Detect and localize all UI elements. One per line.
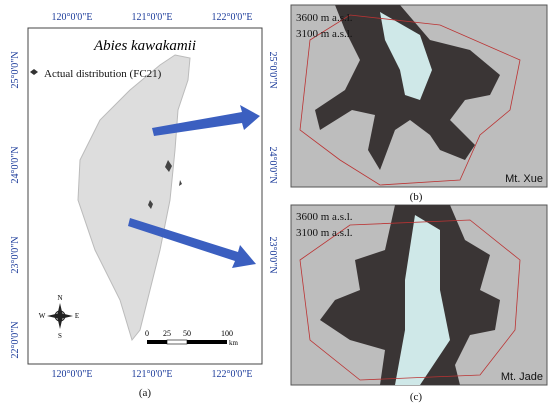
caption: (b) xyxy=(410,191,423,203)
panel-c: 3600 m a.s.l. 3100 m a.s.l. Mt. Jade (c) xyxy=(290,204,548,403)
panel-a: Abies kawakamii Actual distribution (FC2… xyxy=(10,12,278,399)
lon-label: 122°0'0"E xyxy=(212,12,253,23)
compass-s: S xyxy=(58,332,62,340)
legend-label: Actual distribution (FC21) xyxy=(44,68,162,80)
high-zone xyxy=(395,215,450,385)
scale-label: 0 xyxy=(145,329,149,338)
arrow xyxy=(152,105,260,136)
lat-label: 22°0'0"N xyxy=(10,321,21,358)
contour-label: 3600 m a.s.l. xyxy=(296,12,353,24)
lon-label: 120°0'0"E xyxy=(52,369,93,380)
compass: N S E W xyxy=(39,294,79,340)
contour xyxy=(299,14,521,186)
lon-label: 122°0'0"E xyxy=(212,369,253,380)
lon-label: 120°0'0"E xyxy=(52,12,93,23)
arrow xyxy=(128,218,256,268)
distribution xyxy=(148,160,182,209)
contour-label: 3100 m a.s.l. xyxy=(296,28,353,40)
scale-label: 50 xyxy=(183,329,191,338)
compass-w: W xyxy=(39,312,46,320)
lon-label: 121°0'0"E xyxy=(132,369,173,380)
lat-label: 23°0'0"N xyxy=(10,236,21,273)
lat-label: 24°0'0"N xyxy=(267,146,278,183)
scale-bar: 0 25 50 100 km xyxy=(145,329,239,347)
caption: (a) xyxy=(139,387,152,399)
scale-label: 25 xyxy=(163,329,171,338)
caption: (c) xyxy=(410,391,423,403)
compass-n: N xyxy=(57,294,62,302)
scale-unit: km xyxy=(229,339,239,347)
scale-label: 100 xyxy=(221,329,233,338)
peak-label: Mt. Xue xyxy=(505,173,543,185)
contour-label: 3100 m a.s.l. xyxy=(296,227,353,239)
contour-label: 3600 m a.s.l. xyxy=(296,211,353,223)
high-zone xyxy=(380,12,432,100)
compass-e: E xyxy=(75,312,79,320)
lat-label: 23°0'0"N xyxy=(267,236,278,273)
contour xyxy=(299,219,521,381)
lat-label: 24°0'0"N xyxy=(10,146,21,183)
lon-label: 121°0'0"E xyxy=(132,12,173,23)
lat-label: 25°0'0"N xyxy=(267,51,278,88)
peak-label: Mt. Jade xyxy=(501,371,543,383)
panel-b: 3600 m a.s.l. 3100 m a.s.l. Mt. Xue (b) xyxy=(290,4,548,203)
map-title: Abies kawakamii xyxy=(93,38,196,54)
legend-symbol xyxy=(30,69,38,75)
lat-label: 25°0'0"N xyxy=(10,51,21,88)
